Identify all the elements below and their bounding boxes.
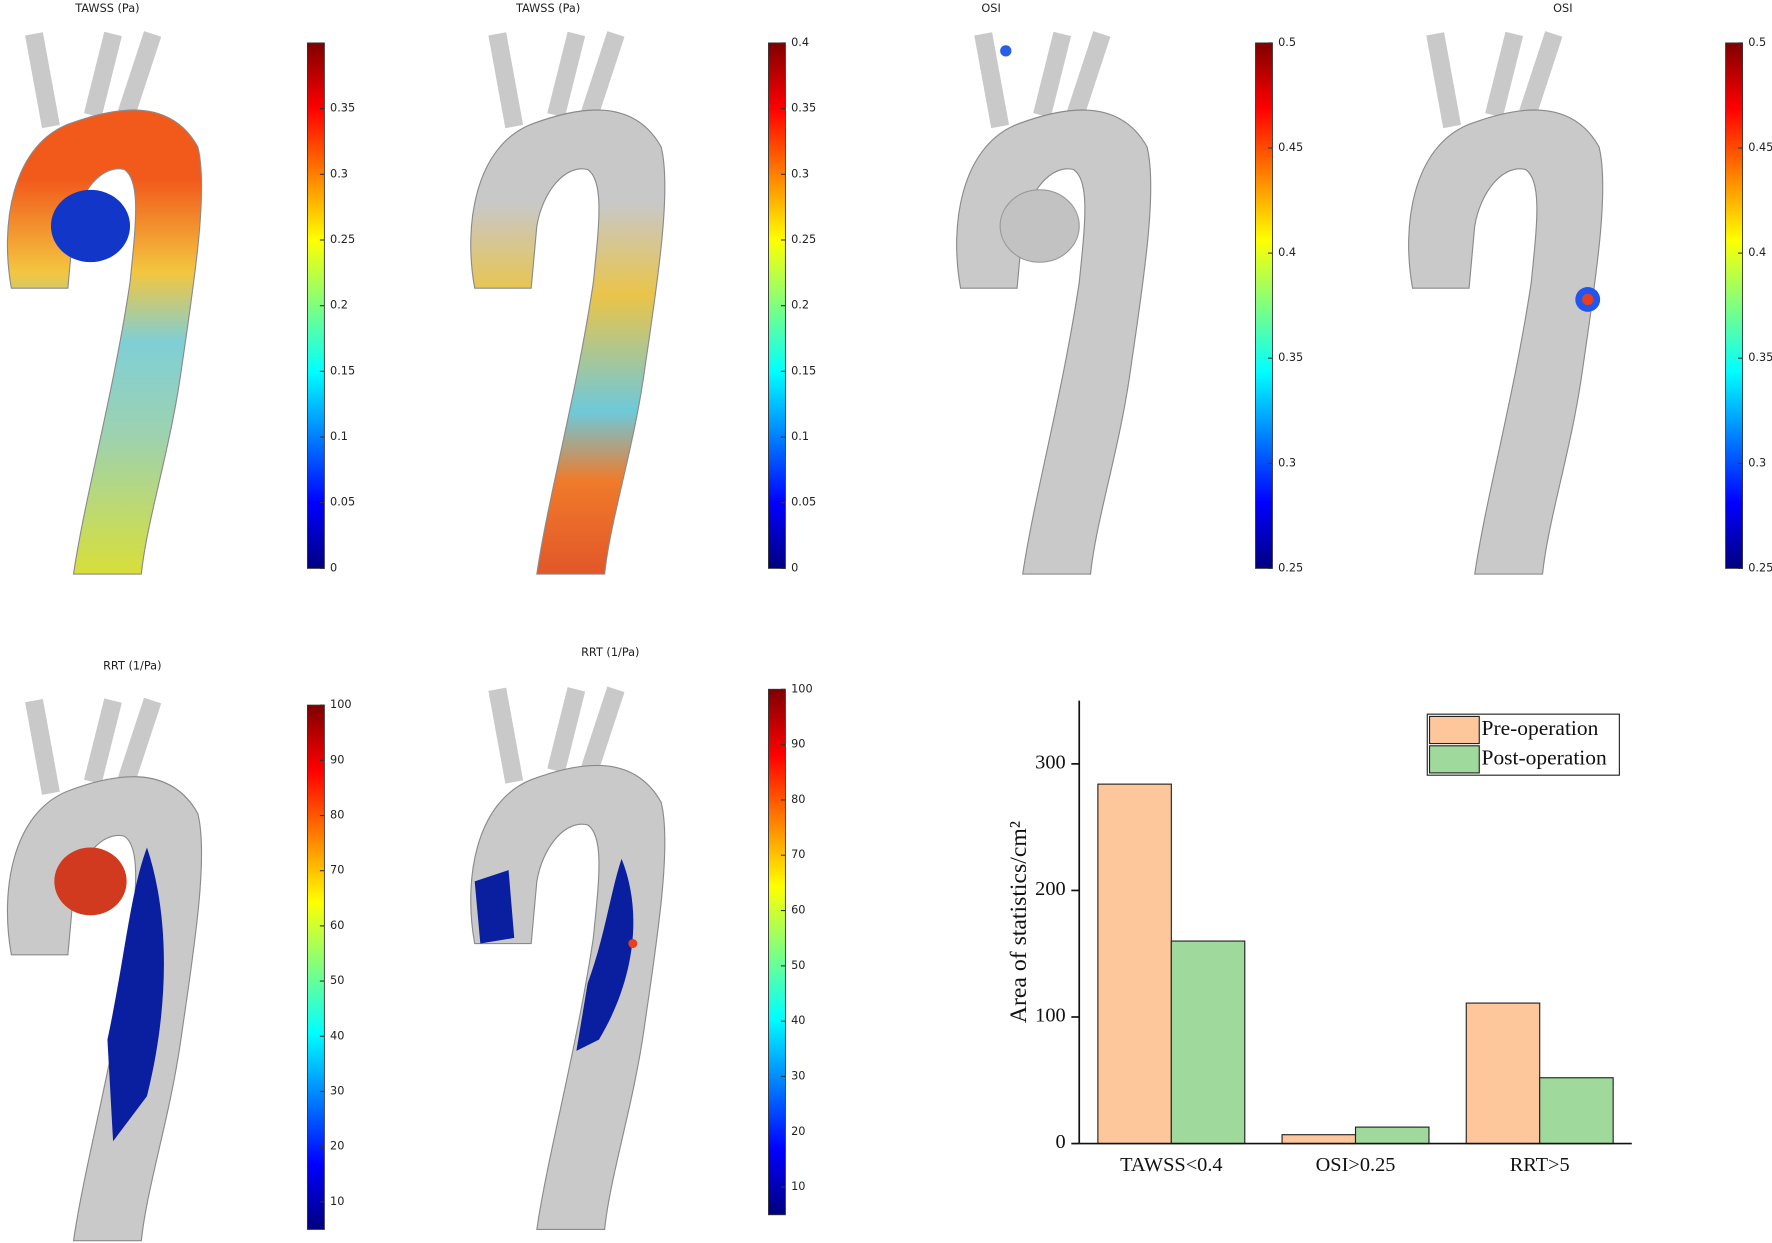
colorbar-tick-label: 80 bbox=[330, 809, 344, 822]
colorbar-tick-label: 10 bbox=[791, 1180, 805, 1193]
colorbar-tick-label: 0.05 bbox=[330, 496, 355, 509]
colorbar-tick-label: 10 bbox=[330, 1195, 344, 1208]
bar bbox=[1170, 940, 1246, 1145]
colorbar-tick-label: 60 bbox=[791, 904, 805, 917]
colorbar-tick-label: 0.35 bbox=[1278, 351, 1303, 364]
colorbar-tick-label: 0.1 bbox=[330, 430, 348, 443]
render-2 bbox=[470, 34, 666, 575]
render-4 bbox=[1408, 34, 1604, 575]
colorbar-tick-label: 0.5 bbox=[1278, 36, 1296, 49]
bar bbox=[1354, 1126, 1430, 1145]
legend-swatch bbox=[1428, 715, 1480, 745]
colorbar-tick-label: 0.35 bbox=[791, 102, 816, 115]
colorbar-tick-label: 80 bbox=[791, 793, 805, 806]
colorbar-tick-label: 0.3 bbox=[1278, 456, 1296, 469]
colorbar bbox=[1255, 42, 1273, 569]
panel-title: RRT (1/Pa) bbox=[581, 646, 639, 659]
colorbar bbox=[1725, 42, 1743, 569]
legend-label: Post-operation bbox=[1482, 745, 1607, 769]
panel-title: OSI bbox=[981, 2, 1000, 15]
colorbar-tick-label: 100 bbox=[791, 682, 813, 695]
colorbar-tick-label: 0.35 bbox=[330, 102, 355, 115]
colorbar-tick-label: 90 bbox=[330, 753, 344, 766]
colorbar-tick-label: 70 bbox=[330, 864, 344, 877]
colorbar-tick-label: 0.4 bbox=[1748, 246, 1766, 259]
colorbar-tick-label: 90 bbox=[791, 738, 805, 751]
colorbar-tick-label: 100 bbox=[330, 698, 352, 711]
colorbar-tick-label: 0.3 bbox=[791, 167, 809, 180]
colorbar bbox=[768, 688, 786, 1216]
y-axis-label: Area of statistics/cm² bbox=[1006, 821, 1032, 1023]
colorbar-tick-label: 0.2 bbox=[791, 299, 809, 312]
panel-title: OSI bbox=[1553, 2, 1572, 15]
render-5 bbox=[6, 701, 203, 1242]
x-tick-label: RRT>5 bbox=[1510, 1154, 1570, 1176]
legend-label: Pre-operation bbox=[1482, 716, 1599, 740]
legend-swatch bbox=[1428, 745, 1480, 774]
colorbar-tick-label: 0.1 bbox=[791, 430, 809, 443]
colorbar-tick-label: 70 bbox=[791, 848, 805, 861]
colorbar-tick-label: 40 bbox=[791, 1014, 805, 1027]
colorbar-tick-label: 0.15 bbox=[330, 364, 355, 377]
colorbar-tick-label: 0.3 bbox=[1748, 456, 1766, 469]
bar bbox=[1539, 1077, 1614, 1145]
colorbar-tick-label: 50 bbox=[791, 959, 805, 972]
y-tick-label: 0 bbox=[1055, 1131, 1065, 1153]
colorbar-tick-label: 0.15 bbox=[791, 364, 816, 377]
render-1 bbox=[6, 34, 203, 575]
colorbar-tick-label: 60 bbox=[330, 919, 344, 932]
colorbar-tick-label: 0.45 bbox=[1278, 141, 1303, 154]
colorbar-tick-label: 0.5 bbox=[1748, 36, 1766, 49]
colorbar-tick-label: 50 bbox=[330, 974, 344, 987]
colorbar-tick-label: 0.05 bbox=[791, 496, 816, 509]
colorbar-tick-label: 0.4 bbox=[791, 36, 809, 49]
panel-title: TAWSS (Pa) bbox=[515, 2, 580, 15]
colorbar-tick-label: 0.3 bbox=[330, 167, 348, 180]
bar bbox=[1097, 783, 1172, 1145]
colorbar-tick-label: 0.25 bbox=[330, 233, 355, 246]
colorbar-tick-label: 0.2 bbox=[330, 299, 348, 312]
panel-title: RRT (1/Pa) bbox=[103, 660, 161, 673]
colorbar-tick-label: 0.25 bbox=[791, 233, 816, 246]
colorbar-tick-label: 30 bbox=[791, 1069, 805, 1082]
colorbar-tick-label: 0.4 bbox=[1278, 246, 1296, 259]
colorbar-tick-label: 30 bbox=[330, 1084, 344, 1097]
colorbar-tick-label: 0.35 bbox=[1748, 351, 1772, 364]
panel-title: TAWSS (Pa) bbox=[74, 2, 139, 15]
render-3 bbox=[956, 34, 1152, 575]
colorbar-tick-label: 0.45 bbox=[1748, 141, 1772, 154]
colorbar-tick-label: 20 bbox=[791, 1125, 805, 1138]
y-tick-label: 100 bbox=[1035, 1005, 1066, 1027]
y-tick-label: 200 bbox=[1035, 878, 1066, 900]
colorbar-tick-label: 40 bbox=[330, 1029, 344, 1042]
colorbar-tick-label: 0.25 bbox=[1748, 561, 1772, 574]
colorbar-tick-label: 0 bbox=[330, 561, 337, 574]
bar bbox=[1465, 1002, 1541, 1145]
colorbar-tick-label: 0.25 bbox=[1278, 561, 1303, 574]
x-tick-label: TAWSS<0.4 bbox=[1120, 1154, 1223, 1176]
colorbar-tick-label: 20 bbox=[330, 1140, 344, 1153]
bar bbox=[1281, 1134, 1357, 1145]
colorbar bbox=[306, 704, 325, 1230]
x-tick-label: OSI>0.25 bbox=[1316, 1154, 1396, 1176]
render-6 bbox=[470, 689, 666, 1231]
y-tick-label: 300 bbox=[1035, 752, 1066, 774]
colorbar-tick-label: 0 bbox=[791, 561, 798, 574]
